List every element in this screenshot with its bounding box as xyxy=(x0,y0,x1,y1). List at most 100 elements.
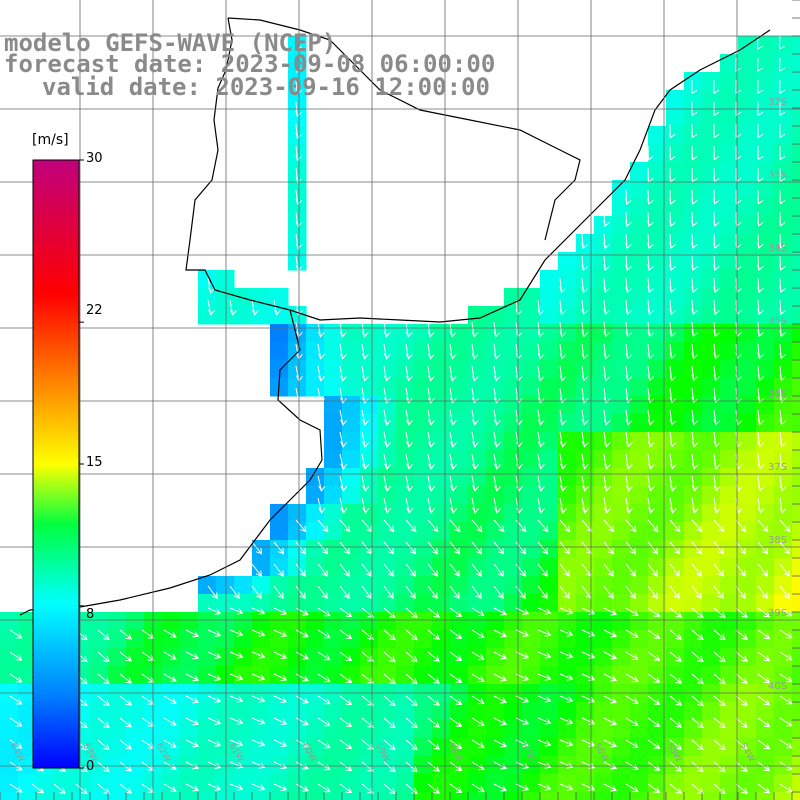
wind-cell xyxy=(108,756,127,775)
wind-cell xyxy=(342,540,361,559)
wind-cell xyxy=(18,792,37,800)
wind-cell xyxy=(252,612,271,631)
wind-cell xyxy=(234,612,253,631)
wind-arrow xyxy=(559,541,571,555)
wind-cell xyxy=(756,270,775,289)
wind-arrow xyxy=(734,57,741,73)
wind-cell xyxy=(792,792,800,800)
wind-cell xyxy=(576,324,595,343)
wind-cell xyxy=(756,558,775,577)
wind-cell xyxy=(0,666,19,685)
wind-arrow xyxy=(515,541,527,555)
latitude-label: 33S xyxy=(768,170,787,181)
wind-arrow xyxy=(317,585,328,600)
wind-cell xyxy=(198,774,217,793)
wind-arrow xyxy=(581,365,589,382)
wind-cell xyxy=(576,252,595,271)
wind-arrow xyxy=(361,585,372,600)
wind-arrow xyxy=(295,585,306,600)
wind-cell xyxy=(342,792,361,800)
wind-cell xyxy=(450,450,469,469)
wind-cell xyxy=(774,162,793,181)
wind-arrow xyxy=(383,409,391,426)
wind-arrow xyxy=(405,585,416,600)
wind-cell xyxy=(540,450,559,469)
wind-arrow xyxy=(537,365,545,382)
wind-cell xyxy=(432,522,451,541)
wind-cell xyxy=(162,648,181,667)
wind-arrow xyxy=(756,79,764,95)
wind-cell xyxy=(648,180,667,199)
wind-cell xyxy=(504,756,523,775)
wind-cell xyxy=(738,522,757,541)
wind-cell xyxy=(288,792,307,800)
wind-arrow xyxy=(449,783,463,793)
wind-arrow xyxy=(9,673,23,683)
wind-arrow xyxy=(427,629,440,640)
wind-arrow xyxy=(779,277,786,293)
wind-arrow xyxy=(427,541,439,555)
wind-cell xyxy=(594,576,613,595)
wind-cell xyxy=(522,756,541,775)
wind-arrow xyxy=(317,673,331,683)
wind-arrow xyxy=(493,431,501,448)
wind-arrow xyxy=(383,497,392,514)
wind-arrow xyxy=(537,695,552,703)
wind-cell xyxy=(198,594,217,613)
wind-arrow xyxy=(779,233,786,249)
wind-cell xyxy=(738,468,757,487)
wind-arrow xyxy=(493,321,501,338)
wind-cell xyxy=(702,594,721,613)
wind-arrow xyxy=(361,541,373,555)
wind-arrow xyxy=(581,387,589,404)
wind-cell xyxy=(270,576,289,595)
wind-arrow xyxy=(427,365,435,382)
wind-arrow xyxy=(647,607,661,617)
wind-cell xyxy=(360,756,379,775)
wind-cell xyxy=(288,576,307,595)
wind-cell xyxy=(792,342,800,361)
wind-cell xyxy=(360,648,379,667)
wind-arrow xyxy=(757,607,771,618)
wind-cell xyxy=(594,540,613,559)
wind-cell xyxy=(684,486,703,505)
wind-cell xyxy=(432,756,451,775)
wind-cell xyxy=(630,432,649,451)
wind-cell xyxy=(288,648,307,667)
wind-cell xyxy=(720,504,739,523)
wind-cell xyxy=(612,576,631,595)
wind-arrow xyxy=(471,431,479,448)
wind-arrow xyxy=(625,497,633,514)
wind-cell xyxy=(540,288,559,307)
wind-cell xyxy=(306,756,325,775)
wind-cell xyxy=(342,720,361,739)
wind-arrow xyxy=(339,519,351,533)
wind-cell xyxy=(702,360,721,379)
wind-cell xyxy=(738,504,757,523)
wind-cell xyxy=(216,720,235,739)
wind-arrow xyxy=(273,607,288,616)
wind-cell xyxy=(288,36,307,55)
wind-cell xyxy=(306,594,325,613)
wind-cell xyxy=(306,738,325,757)
wind-cell xyxy=(684,108,703,127)
wind-arrow xyxy=(295,783,309,792)
wind-cell xyxy=(792,486,800,505)
wind-arrow xyxy=(119,739,132,750)
wind-cell xyxy=(612,612,631,631)
wind-cell xyxy=(522,468,541,487)
wind-cell xyxy=(450,414,469,433)
wind-cell xyxy=(594,342,613,361)
wind-cell xyxy=(540,396,559,415)
wind-cell xyxy=(288,180,307,199)
wind-cell xyxy=(774,666,793,685)
wind-cell xyxy=(630,342,649,361)
wind-cell xyxy=(702,270,721,289)
wind-cell xyxy=(666,162,685,181)
title-model: modelo GEFS-WAVE (NCEP) xyxy=(4,29,337,57)
wind-cell xyxy=(720,792,739,800)
wind-cell xyxy=(612,702,631,721)
wind-arrow xyxy=(383,475,392,492)
wind-arrow xyxy=(207,761,222,769)
wind-arrow xyxy=(581,277,589,294)
